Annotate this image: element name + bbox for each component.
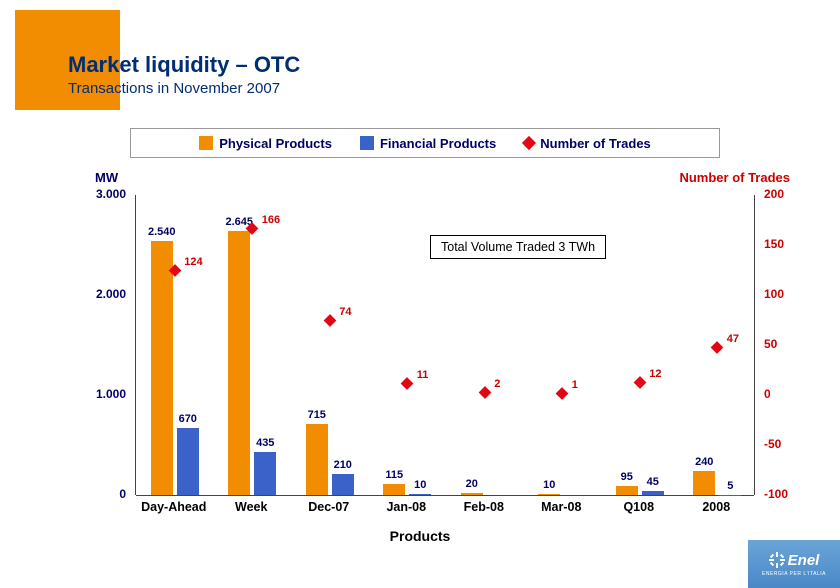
legend-physical-swatch (199, 136, 213, 150)
legend-physical-label: Physical Products (219, 136, 332, 151)
bar-financial-value: 435 (256, 437, 274, 449)
trades-marker-value: 1 (572, 379, 578, 391)
y-right-axis-title: Number of Trades (679, 170, 790, 185)
x-axis-title: Products (390, 528, 451, 544)
bar-financial (177, 428, 199, 495)
y-right-tick: -100 (764, 487, 788, 501)
y-right-tick: 0 (764, 387, 771, 401)
bar-physical-value: 10 (543, 479, 555, 491)
legend-financial: Financial Products (360, 136, 496, 151)
trades-marker: 124 (170, 262, 179, 280)
bar-physical (461, 493, 483, 495)
x-category-label: Week (235, 500, 267, 514)
y-left-axis-title: MW (95, 170, 118, 185)
bar-physical (693, 471, 715, 495)
trades-marker: 11 (403, 375, 412, 393)
logo-tagline: ENERGIA PER L'ITALIA (762, 571, 826, 577)
bar-financial (254, 452, 276, 496)
x-category-label: Feb-08 (464, 500, 504, 514)
x-category-label: 2008 (702, 500, 730, 514)
bar-physical (306, 424, 328, 496)
bar-physical-value: 2.540 (148, 226, 176, 238)
bar-financial-value: 210 (334, 459, 352, 471)
title-block: Market liquidity – OTC Transactions in N… (68, 52, 300, 97)
bar-financial (409, 494, 431, 495)
y-right-tick: 50 (764, 337, 777, 351)
brand-logo: Enel ENERGIA PER L'ITALIA (748, 540, 840, 588)
legend-financial-swatch (360, 136, 374, 150)
bar-physical (538, 494, 560, 495)
bar-financial-value: 45 (647, 476, 659, 488)
bar-physical-value: 95 (621, 471, 633, 483)
total-volume-annotation: Total Volume Traded 3 TWh (430, 235, 606, 259)
trades-marker-value: 166 (262, 214, 280, 226)
x-category-label: Q108 (623, 500, 654, 514)
legend-financial-label: Financial Products (380, 136, 496, 151)
y-right-tick: 100 (764, 287, 784, 301)
y-left-tick: 3.000 (96, 187, 126, 201)
trades-marker-value: 12 (649, 368, 661, 380)
logo-icon (769, 552, 785, 568)
bar-physical (616, 486, 638, 496)
x-category-label: Mar-08 (541, 500, 581, 514)
trades-marker: 47 (713, 339, 722, 357)
trades-marker: 1 (558, 385, 567, 403)
y-right-tick: 200 (764, 187, 784, 201)
bar-physical-value: 115 (385, 469, 403, 481)
trades-marker-value: 2 (494, 378, 500, 390)
chart-legend: Physical Products Financial Products Num… (130, 128, 720, 158)
annotation-text: Total Volume Traded 3 TWh (441, 240, 595, 254)
trades-marker: 12 (635, 374, 644, 392)
y-right-tick: 150 (764, 237, 784, 251)
bar-financial-value: 670 (179, 413, 197, 425)
trades-marker: 2 (480, 384, 489, 402)
legend-trades-label: Number of Trades (540, 136, 651, 151)
bar-financial (719, 495, 741, 496)
bar-physical-value: 715 (308, 409, 326, 421)
legend-trades-marker (522, 136, 536, 150)
legend-trades: Number of Trades (524, 136, 651, 151)
bar-financial (642, 491, 664, 496)
trades-marker-value: 11 (417, 369, 429, 381)
x-axis-line (136, 495, 754, 496)
bar-physical (228, 231, 250, 496)
trades-marker-value: 47 (727, 333, 739, 345)
x-category-label: Day-Ahead (141, 500, 206, 514)
y-left-tick: 0 (119, 487, 126, 501)
bar-financial (332, 474, 354, 495)
bar-physical-value: 20 (466, 478, 478, 490)
legend-physical: Physical Products (199, 136, 332, 151)
trades-marker-value: 74 (339, 306, 351, 318)
y-left-tick: 1.000 (96, 387, 126, 401)
page-title: Market liquidity – OTC (68, 52, 300, 78)
page-subtitle: Transactions in November 2007 (68, 80, 300, 97)
bar-physical (383, 484, 405, 496)
trades-marker-value: 124 (184, 256, 202, 268)
x-category-label: Dec-07 (308, 500, 349, 514)
bar-financial-value: 5 (727, 480, 733, 492)
y-left-tick: 2.000 (96, 287, 126, 301)
trades-marker: 74 (325, 312, 334, 330)
x-category-label: Jan-08 (386, 500, 426, 514)
trades-marker: 166 (248, 220, 257, 238)
bar-physical-value: 240 (695, 456, 713, 468)
logo-brand: Enel (788, 552, 820, 569)
bar-financial-value: 10 (414, 479, 426, 491)
y-right-tick: -50 (764, 437, 781, 451)
